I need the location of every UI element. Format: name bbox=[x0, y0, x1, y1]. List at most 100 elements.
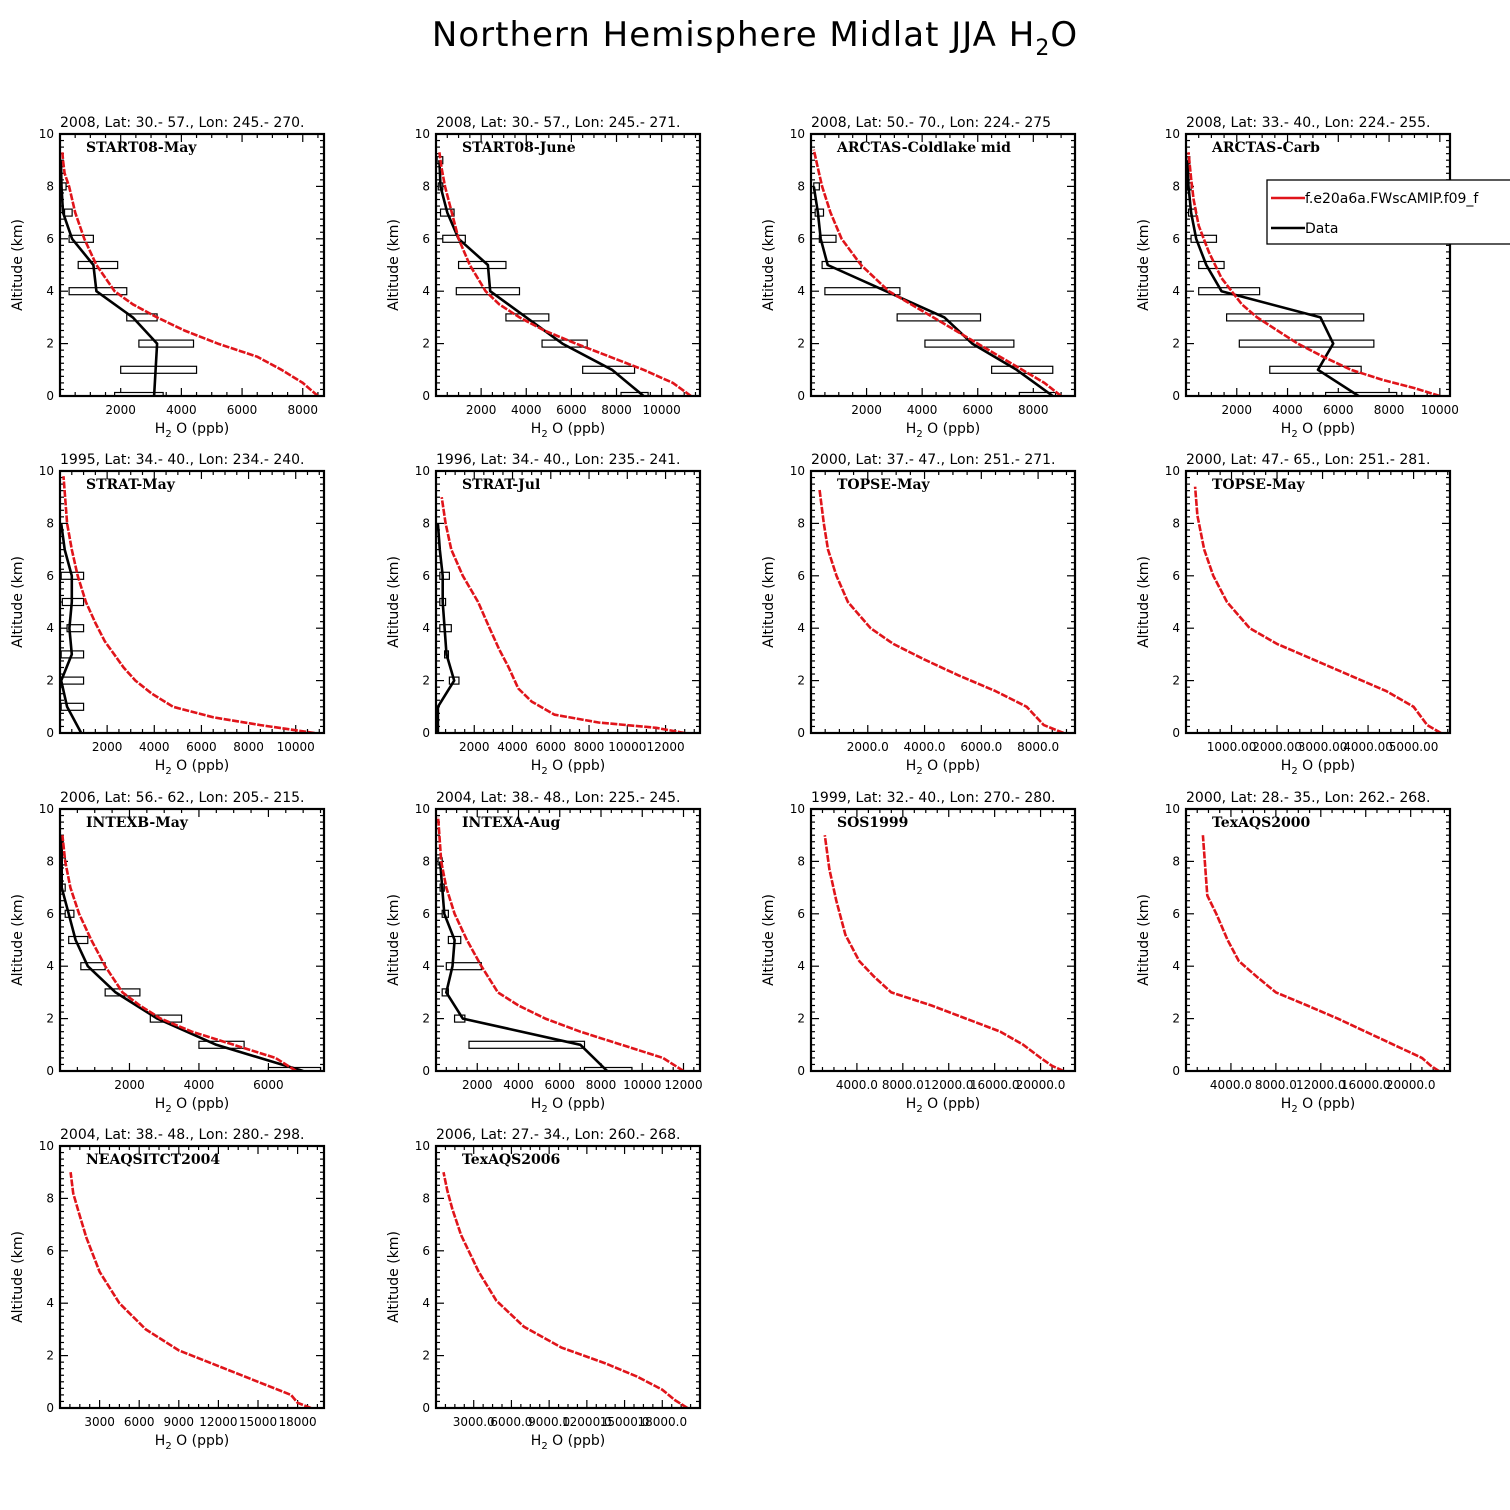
x-tick-label: 8000.0 bbox=[1017, 740, 1059, 754]
chart-panel-2: 2008, Lat: 30.- 57., Lon: 245.- 271. 0 2 4 6… bbox=[386, 115, 702, 440]
y-tick-label: 2 bbox=[797, 337, 805, 351]
data-range-box bbox=[442, 234, 466, 243]
model-series-line bbox=[442, 1171, 689, 1408]
chart-panel-11: 1999, Lat: 32.- 40., Lon: 270.- 280. 0 2 4 6… bbox=[761, 790, 1077, 1115]
data-range-box bbox=[455, 287, 521, 296]
y-tick-label: 2 bbox=[797, 674, 805, 688]
plot-area bbox=[60, 152, 319, 396]
plot-frame bbox=[1184, 807, 1452, 1073]
y-tick-label: 4 bbox=[422, 621, 430, 635]
x-tick-label: 2000 bbox=[459, 740, 490, 754]
data-range-box bbox=[1269, 365, 1362, 374]
y-tick-label: 10 bbox=[790, 802, 805, 816]
plot-area bbox=[818, 489, 1065, 733]
y-tick-label: 2 bbox=[46, 1012, 54, 1026]
plot-frame bbox=[809, 807, 1077, 1073]
panel-header: 2004, Lat: 38.- 48., Lon: 225.- 245. bbox=[436, 790, 681, 806]
campaign-label: INTEXB-May bbox=[86, 815, 189, 831]
y-tick-label: 0 bbox=[422, 1401, 430, 1415]
y-tick-label: 0 bbox=[46, 726, 54, 740]
y-tick-label: 8 bbox=[422, 1191, 430, 1205]
panel-header: 2006, Lat: 56.- 62., Lon: 205.- 215. bbox=[60, 790, 305, 806]
y-axis-label: Altitude (km) bbox=[10, 1231, 26, 1323]
y-axis-label: Altitude (km) bbox=[386, 556, 402, 648]
y-axis-label: Altitude (km) bbox=[1136, 894, 1152, 986]
plot-area bbox=[1201, 835, 1440, 1071]
x-tick-label: 20000.0 bbox=[1016, 1078, 1066, 1092]
model-series-line bbox=[823, 835, 1065, 1071]
x-tick-label: 4000.0 bbox=[904, 740, 946, 754]
y-tick-label: 4 bbox=[797, 621, 805, 635]
chart-panel-8: 2000, Lat: 47.- 65., Lon: 251.- 281. 0 2 4 6… bbox=[1136, 452, 1452, 777]
x-tick-label: 8000 bbox=[601, 403, 632, 417]
x-tick-label: 12000 bbox=[646, 740, 684, 754]
x-tick-label: 10000 bbox=[623, 1078, 661, 1092]
x-tick-label: 15000 bbox=[239, 1415, 277, 1429]
x-axis-label: H2 O (ppb) bbox=[155, 421, 229, 440]
y-tick-label: 6 bbox=[422, 232, 430, 246]
plot-frame bbox=[58, 132, 326, 398]
x-tick-label: 10000 bbox=[277, 740, 315, 754]
x-tick-label: 10000 bbox=[608, 740, 646, 754]
y-tick-label: 8 bbox=[1172, 179, 1180, 193]
y-tick-label: 4 bbox=[422, 284, 430, 298]
y-axis-label: Altitude (km) bbox=[761, 894, 777, 986]
chart-panel-6: 1996, Lat: 34.- 40., Lon: 235.- 241. 0 2 4 6… bbox=[386, 452, 702, 777]
x-axis-label: H2 O (ppb) bbox=[155, 1096, 229, 1115]
y-tick-label: 4 bbox=[1172, 284, 1180, 298]
y-tick-label: 4 bbox=[422, 1296, 430, 1310]
y-tick-label: 6 bbox=[797, 569, 805, 583]
legend-model-label: f.e20a6a.FWscAMIP.f09_f bbox=[1305, 191, 1479, 207]
y-axis-label: Altitude (km) bbox=[761, 219, 777, 311]
campaign-label: START08-June bbox=[462, 140, 576, 156]
model-series-line bbox=[1201, 835, 1440, 1071]
data-range-box bbox=[582, 365, 636, 374]
y-tick-label: 8 bbox=[1172, 516, 1180, 530]
y-tick-label: 6 bbox=[422, 1244, 430, 1258]
panel-header: 2008, Lat: 33.- 40., Lon: 224.- 255. bbox=[1186, 115, 1431, 131]
x-tick-label: 2000 bbox=[462, 1078, 493, 1092]
x-tick-label: 2000 bbox=[92, 740, 123, 754]
x-tick-label: 15000.0 bbox=[600, 1415, 650, 1429]
x-tick-label: 6000 bbox=[544, 1078, 575, 1092]
x-tick-label: 3000 bbox=[84, 1415, 115, 1429]
y-tick-label: 6 bbox=[797, 232, 805, 246]
plot-area bbox=[823, 835, 1065, 1071]
x-tick-label: 8000.0 bbox=[882, 1078, 924, 1092]
x-tick-label: 4000 bbox=[503, 1078, 534, 1092]
y-tick-label: 2 bbox=[1172, 1012, 1180, 1026]
y-tick-label: 2 bbox=[1172, 674, 1180, 688]
data-range-box bbox=[68, 234, 94, 243]
data-range-box bbox=[583, 1066, 633, 1071]
x-axis-label: H2 O (ppb) bbox=[531, 1433, 605, 1452]
plot-area bbox=[1193, 486, 1442, 733]
y-tick-label: 10 bbox=[1165, 802, 1180, 816]
plot-frame bbox=[58, 469, 326, 735]
y-tick-label: 6 bbox=[422, 907, 430, 921]
panel-header: 2008, Lat: 30.- 57., Lon: 245.- 271. bbox=[436, 115, 681, 131]
panel-header: 2004, Lat: 38.- 48., Lon: 280.- 298. bbox=[60, 1127, 305, 1143]
x-tick-label: 2000 bbox=[105, 403, 136, 417]
y-tick-label: 10 bbox=[1165, 464, 1180, 478]
panel-header: 2000, Lat: 37.- 47., Lon: 251.- 271. bbox=[811, 452, 1056, 468]
y-axis-label: Altitude (km) bbox=[10, 219, 26, 311]
chart-panel-10: 2004, Lat: 38.- 48., Lon: 225.- 245. 0 2 4 6… bbox=[386, 790, 703, 1115]
data-series-line bbox=[438, 861, 609, 1071]
x-axis-label: H2 O (ppb) bbox=[1281, 421, 1355, 440]
x-axis-label: H2 O (ppb) bbox=[155, 1433, 229, 1452]
plot-frame bbox=[809, 132, 1077, 398]
data-range-box bbox=[60, 676, 85, 685]
x-tick-label: 10000 bbox=[643, 403, 681, 417]
plot-area bbox=[436, 152, 692, 396]
y-tick-label: 2 bbox=[797, 1012, 805, 1026]
model-series-line bbox=[62, 476, 315, 733]
campaign-label: TexAQS2000 bbox=[1212, 815, 1310, 831]
data-series-line bbox=[438, 160, 645, 396]
x-tick-label: 2000 bbox=[851, 403, 882, 417]
model-series-line bbox=[61, 152, 319, 396]
x-tick-label: 6000.0 bbox=[960, 740, 1002, 754]
data-range-box bbox=[824, 287, 901, 296]
y-axis-label: Altitude (km) bbox=[1136, 556, 1152, 648]
x-tick-label: 12000.0 bbox=[1296, 1078, 1346, 1092]
y-tick-label: 0 bbox=[1172, 389, 1180, 403]
